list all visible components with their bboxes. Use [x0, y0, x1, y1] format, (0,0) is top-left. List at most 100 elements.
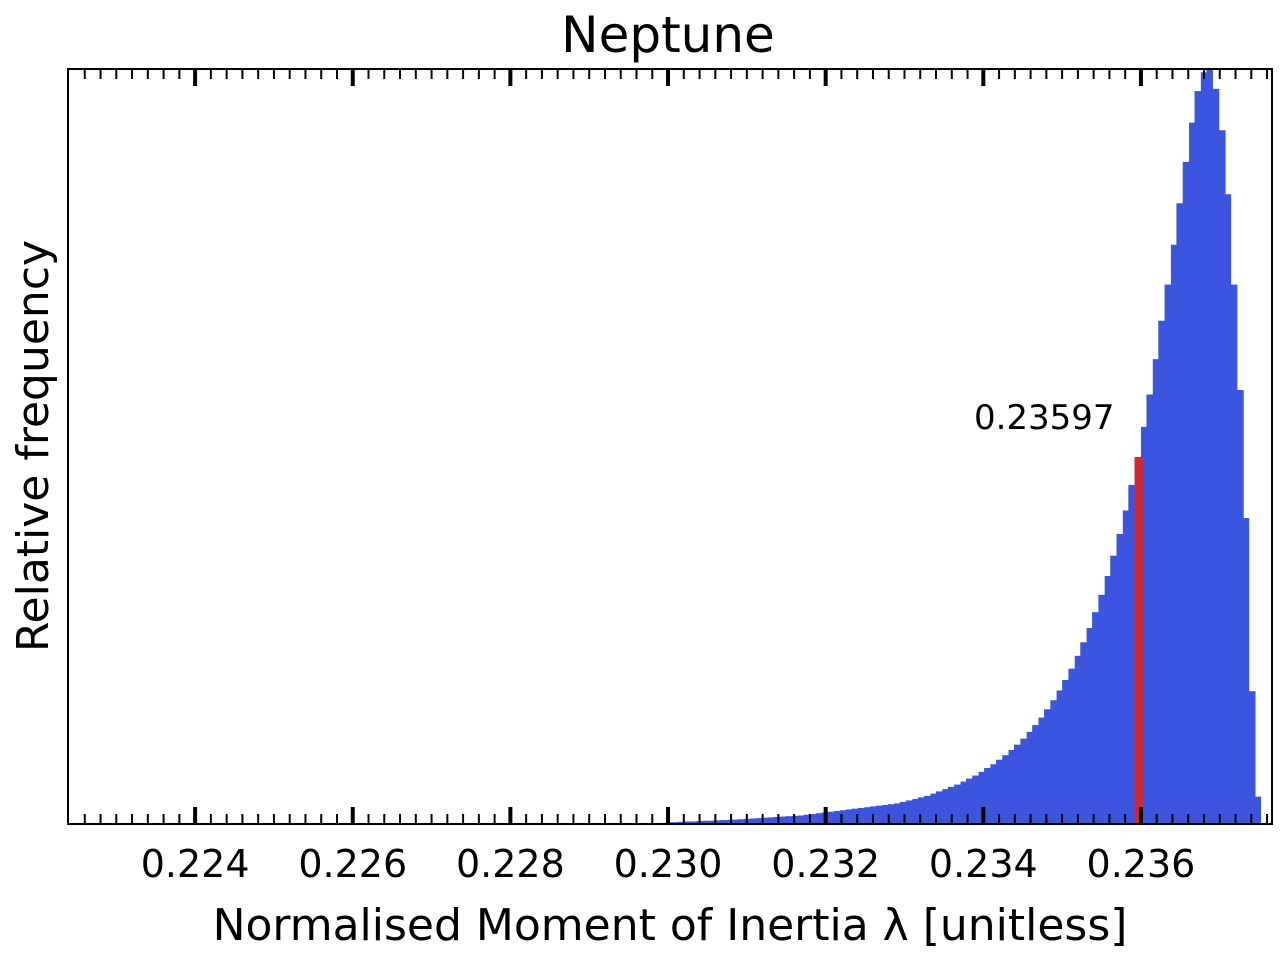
histogram-bar — [768, 817, 775, 823]
histogram-bar — [960, 781, 968, 823]
histogram-bar — [930, 793, 938, 823]
histogram-bar — [1038, 717, 1046, 823]
x-tick-label: 0.230 — [614, 842, 723, 886]
histogram-bar — [1062, 679, 1069, 823]
histogram-bar — [671, 822, 679, 823]
histogram-bar — [809, 813, 817, 823]
highlight-value-label: 0.23597 — [974, 398, 1115, 438]
histogram-bar — [887, 804, 895, 823]
histogram-bar — [785, 816, 793, 823]
histogram-bar — [773, 816, 781, 823]
x-tick-label: 0.226 — [298, 842, 407, 886]
histogram-bar — [1206, 70, 1213, 823]
histogram-bar — [1254, 796, 1262, 823]
highlight-marker: 0.23597 — [974, 398, 1143, 823]
histogram-bar — [1104, 576, 1112, 823]
histogram-bar — [1044, 709, 1051, 823]
y-axis-label: Relative frequency — [8, 240, 59, 652]
x-tick-label: 0.224 — [141, 842, 250, 886]
histogram-bar — [1008, 749, 1016, 823]
histogram-bar — [846, 809, 853, 823]
histogram-bar — [1170, 244, 1178, 823]
histogram-bar — [1146, 394, 1154, 823]
histogram-bar — [1224, 194, 1232, 823]
histogram-bar — [857, 807, 865, 823]
histogram-bar — [677, 821, 685, 823]
histogram-bar — [798, 815, 805, 823]
histogram-bar — [1248, 691, 1256, 823]
histogram-bar — [1026, 731, 1034, 823]
histogram-bar — [1110, 555, 1117, 823]
histogram-bar — [1014, 744, 1021, 823]
x-tick-label: 0.236 — [1087, 842, 1196, 886]
histogram-bar — [1098, 594, 1105, 823]
histogram-bar — [1158, 320, 1165, 823]
histogram-bar — [876, 805, 883, 823]
histogram-bar — [750, 818, 757, 823]
histogram-bar — [1189, 122, 1196, 823]
histogram-bar — [972, 775, 979, 823]
histogram-bar — [713, 820, 721, 823]
histogram-bar — [1230, 284, 1238, 823]
axis-ticks — [83, 70, 1269, 823]
histogram-bar — [755, 818, 763, 823]
x-tick-labels: 0.224 0.226 0.228 0.230 0.232 0.234 0.236 — [141, 842, 1196, 886]
histogram-bar — [720, 819, 727, 823]
histogram-bar — [1068, 668, 1076, 823]
histogram-bar — [965, 778, 973, 823]
histogram-bar — [851, 808, 859, 823]
histogram-bar — [954, 784, 961, 823]
histogram-bar — [1194, 91, 1202, 823]
histogram-bar — [864, 807, 871, 823]
chart-title: Neptune — [561, 6, 775, 64]
x-tick-label: 0.234 — [929, 842, 1038, 886]
histogram-bar — [737, 819, 744, 823]
histogram-bar — [1237, 390, 1244, 823]
histogram-bars — [665, 70, 1262, 824]
histogram-bar — [1242, 518, 1250, 823]
histogram-bar — [1050, 700, 1057, 823]
histogram-bar — [828, 811, 835, 823]
histogram-bar — [995, 759, 1003, 823]
histogram-bar — [725, 819, 733, 823]
histogram-bar — [707, 820, 715, 823]
histogram-bar — [1020, 738, 1027, 823]
histogram-bar — [1074, 655, 1082, 823]
histogram-bar — [978, 771, 986, 823]
histogram-bar — [1152, 359, 1160, 823]
histogram-bar — [689, 821, 696, 823]
x-tick-label: 0.232 — [771, 842, 880, 886]
plot-frame — [67, 68, 1273, 825]
histogram-bar — [1056, 690, 1064, 823]
histogram-bar — [1086, 627, 1094, 823]
histogram-bar — [1122, 510, 1130, 823]
histogram-bar — [1116, 533, 1124, 823]
histogram-bar — [924, 795, 931, 823]
histogram-bar — [906, 800, 913, 823]
histogram-bar — [899, 801, 907, 823]
histogram-bar — [1212, 88, 1220, 823]
highlight-bar — [1134, 457, 1143, 823]
histogram-bar — [1176, 203, 1184, 823]
histogram-bar — [917, 797, 925, 823]
histogram-bar — [1218, 130, 1226, 824]
histogram-bar — [834, 810, 841, 823]
histogram-bar — [779, 816, 787, 823]
histogram-bar — [701, 820, 709, 823]
histogram-bar — [912, 798, 919, 823]
x-axis-label: Normalised Moment of Inertia λ [unitless… — [213, 900, 1128, 951]
histogram-bar — [1140, 426, 1148, 823]
histogram-bar — [1200, 72, 1208, 823]
histogram-bar — [761, 817, 769, 823]
histogram-bar — [882, 804, 890, 823]
histogram-bar — [731, 819, 739, 823]
histogram-bar — [839, 810, 847, 823]
histogram-bar — [1032, 725, 1039, 823]
histogram-bar — [1128, 484, 1135, 823]
histogram-bar — [1080, 642, 1087, 823]
histogram-bar — [1092, 612, 1099, 823]
histogram-bar — [990, 764, 997, 823]
histogram-bar — [803, 814, 811, 823]
histogram-bar — [1002, 755, 1009, 823]
